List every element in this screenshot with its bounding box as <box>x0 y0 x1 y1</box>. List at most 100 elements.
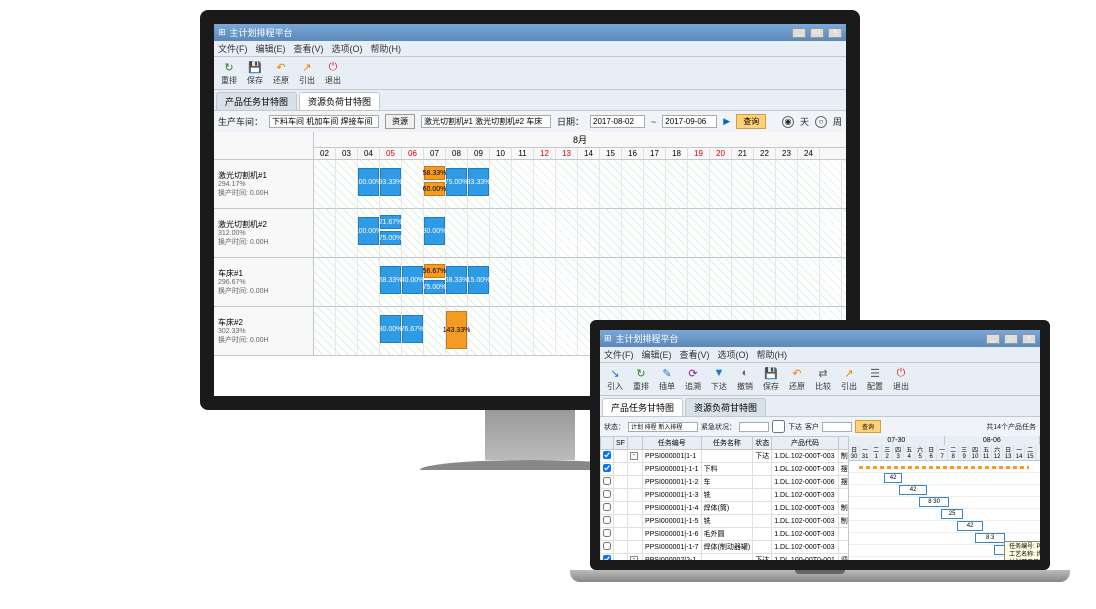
toolbar-引出[interactable]: ↗引出 <box>838 365 860 393</box>
task-table[interactable]: SF任务编号任务名称状态产品代码产品名称生产单位需求数需求日期 - PPSI00… <box>600 436 849 560</box>
gantt-bar[interactable]: 60.00% <box>424 182 445 196</box>
toolbar-比较[interactable]: ⇄比较 <box>812 365 834 393</box>
gantt-bar[interactable]: 75.00% <box>380 231 401 245</box>
table-row[interactable]: - PPSI000001|1-1 下达 1.DL.102-000T-003 制动… <box>601 450 850 463</box>
expand-cell[interactable] <box>627 489 642 502</box>
gantt-bar[interactable]: 56.67% <box>424 264 445 278</box>
menu-item[interactable]: 帮助(H) <box>757 348 788 361</box>
close-button[interactable]: × <box>828 28 842 38</box>
gantt-bar[interactable]: 100.00% <box>358 217 379 245</box>
query-button[interactable]: 查询 <box>736 114 766 129</box>
expand-cell[interactable] <box>627 528 642 541</box>
gantt-bar[interactable]: 15.00% <box>468 266 489 294</box>
menu-item[interactable]: 查看(V) <box>294 42 324 55</box>
toolbar-引入[interactable]: ↘引入 <box>604 365 626 393</box>
gantt-task-bar[interactable]: 25 <box>941 509 963 519</box>
toolbar-退出[interactable]: ⏻退出 <box>322 59 344 87</box>
gantt-task-bar[interactable]: 8 30 <box>919 497 949 507</box>
col-header[interactable]: 任务名称 <box>701 437 753 450</box>
tab-0[interactable]: 产品任务甘特图 <box>216 92 297 110</box>
expand-cell[interactable]: - <box>627 554 642 561</box>
toolbar-保存[interactable]: 💾保存 <box>760 365 782 393</box>
expand-cell[interactable] <box>627 502 642 515</box>
gantt-task-bar[interactable]: 42 <box>884 473 902 483</box>
col-header[interactable]: 状态 <box>753 437 772 450</box>
gantt-bar[interactable]: 40.00% <box>402 266 423 294</box>
table-row[interactable]: PPSI000001|-1-2 车 1.DL.102-000T-006 摆轮 个… <box>601 476 850 489</box>
gantt-bar[interactable]: 76.67% <box>402 315 423 343</box>
row-checkbox[interactable] <box>603 516 611 524</box>
table-row[interactable]: PPSI000001|-1-6 毛外圆 1.DL.102-000T-003 个 … <box>601 528 850 541</box>
gantt-body[interactable]: 42428 3025428 314 24任务编号: PPSI000001|-1工… <box>849 461 1040 560</box>
menu-item[interactable]: 文件(F) <box>218 42 248 55</box>
play-icon[interactable]: ▶ <box>723 116 730 127</box>
status-input[interactable] <box>628 422 698 432</box>
expand-cell[interactable] <box>627 463 642 476</box>
col-header[interactable]: SF <box>614 437 628 450</box>
issued-checkbox[interactable] <box>772 420 785 433</box>
gantt-summary-bar[interactable] <box>859 466 1029 469</box>
row-checkbox[interactable] <box>603 555 611 560</box>
col-header[interactable]: 产品名称 <box>838 437 849 450</box>
toolbar-保存[interactable]: 💾保存 <box>244 59 266 87</box>
workshop-input[interactable] <box>269 115 379 128</box>
table-row[interactable]: PPSI000001|-1-5 铣 1.DL.102-000T-003 制动器罐… <box>601 515 850 528</box>
menu-item[interactable]: 帮助(H) <box>371 42 402 55</box>
row-checkbox[interactable] <box>603 490 611 498</box>
toolbar-重排[interactable]: ↻重排 <box>218 59 240 87</box>
gantt-bar[interactable]: 75.00% <box>424 280 445 294</box>
toolbar-下达[interactable]: ▼下达 <box>708 365 730 393</box>
toolbar-配置[interactable]: ☰配置 <box>864 365 886 393</box>
expand-cell[interactable] <box>627 476 642 489</box>
gantt-bar[interactable]: 21.67% <box>380 215 401 229</box>
menu-item[interactable]: 编辑(E) <box>642 348 672 361</box>
toolbar-撤销[interactable]: ◐撤销 <box>734 365 756 393</box>
gantt-bar[interactable]: 58.33% <box>424 166 445 180</box>
table-row[interactable]: PPSI000001|-1-7 焊体(制动器罐) 1.DL.102-000T-0… <box>601 541 850 554</box>
minimize-button[interactable]: _ <box>792 28 806 38</box>
query-button[interactable]: 查询 <box>855 420 881 433</box>
menu-item[interactable]: 编辑(E) <box>256 42 286 55</box>
col-header[interactable] <box>601 437 614 450</box>
expand-cell[interactable] <box>627 541 642 554</box>
toolbar-插单[interactable]: ✎插单 <box>656 365 678 393</box>
resource-button[interactable]: 资源 <box>385 114 415 129</box>
table-row[interactable]: PPSI000001|-1-1 下料 1.DL.102-000T-003 摆轮 … <box>601 463 850 476</box>
gantt-bar[interactable]: 80.00% <box>424 217 445 245</box>
gantt-bar[interactable]: 80.00% <box>380 315 401 343</box>
table-row[interactable]: PPSI000001|-1-3 铣 1.DL.102-000T-003 个 42 <box>601 489 850 502</box>
gantt-task-bar[interactable]: 42 <box>957 521 983 531</box>
toolbar-退出[interactable]: ⏻退出 <box>890 365 912 393</box>
maximize-button[interactable]: □ <box>1004 334 1018 344</box>
row-checkbox[interactable] <box>603 451 611 459</box>
toolbar-还原[interactable]: ↶还原 <box>786 365 808 393</box>
unit-day[interactable]: ◉ <box>782 116 794 128</box>
menu-item[interactable]: 文件(F) <box>604 348 634 361</box>
row-checkbox[interactable] <box>603 464 611 472</box>
table-row[interactable]: - PPSI000002|2-1 下达 1.DL.100-00T0-001 调压… <box>601 554 850 561</box>
toolbar-还原[interactable]: ↶还原 <box>270 59 292 87</box>
gantt-task-bar[interactable]: 8 3 <box>975 533 1005 543</box>
toolbar-追溯[interactable]: ⟳追溯 <box>682 365 704 393</box>
col-header[interactable] <box>627 437 642 450</box>
table-row[interactable]: PPSI000001|-1-4 焊体(筒) 1.DL.102-000T-003 … <box>601 502 850 515</box>
minimize-button[interactable]: _ <box>986 334 1000 344</box>
customer-input[interactable] <box>822 422 852 432</box>
tab-1[interactable]: 资源负荷甘特图 <box>685 398 766 416</box>
date-from-input[interactable] <box>590 115 645 128</box>
maximize-button[interactable]: □ <box>810 28 824 38</box>
toolbar-重排[interactable]: ↻重排 <box>630 365 652 393</box>
unit-week[interactable]: ○ <box>815 116 827 128</box>
toolbar-引出[interactable]: ↗引出 <box>296 59 318 87</box>
gantt-task-bar[interactable]: 42 <box>899 485 927 495</box>
gantt-bar[interactable]: 68.33% <box>380 266 401 294</box>
gantt-bar[interactable]: 75.00% <box>446 168 467 196</box>
menu-item[interactable]: 选项(O) <box>332 42 363 55</box>
row-checkbox[interactable] <box>603 529 611 537</box>
gantt-bar[interactable]: 68.33% <box>446 266 467 294</box>
date-to-input[interactable] <box>662 115 717 128</box>
expand-cell[interactable] <box>627 515 642 528</box>
menu-item[interactable]: 查看(V) <box>680 348 710 361</box>
gantt-bar[interactable]: 83.33% <box>468 168 489 196</box>
row-checkbox[interactable] <box>603 477 611 485</box>
